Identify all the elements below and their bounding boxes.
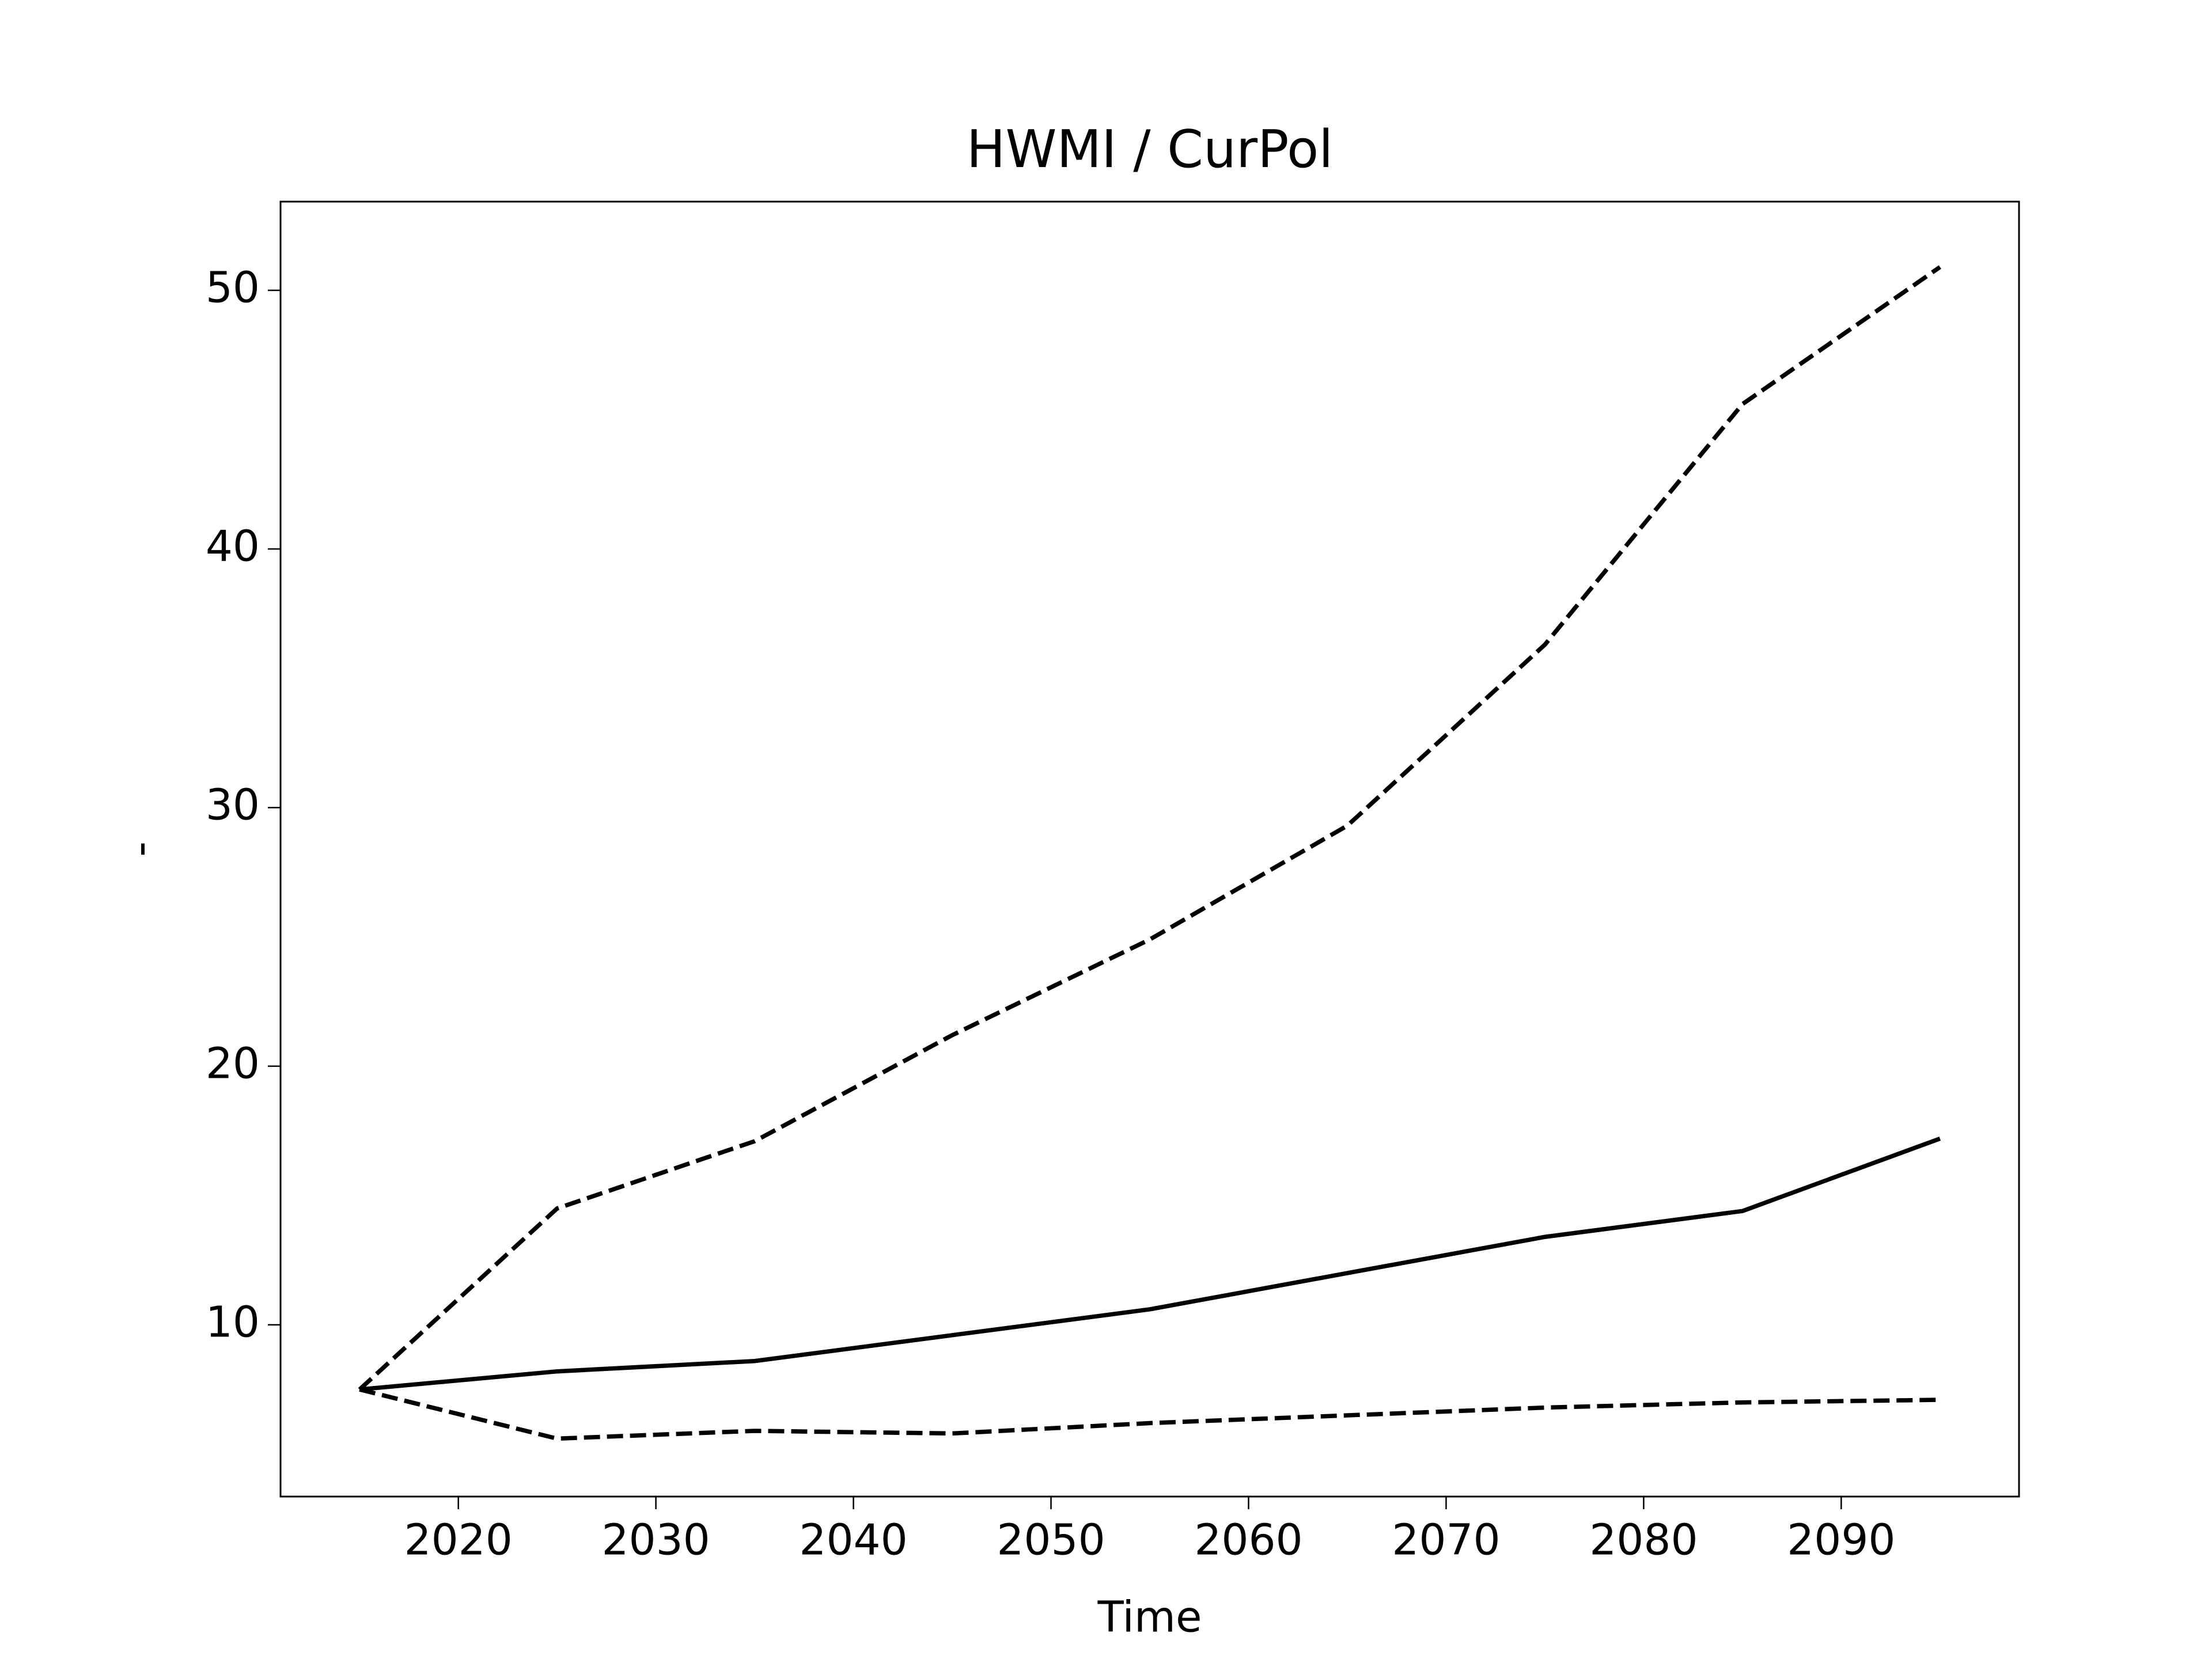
line-series xyxy=(359,1387,1940,1441)
x-tick-label: 2030 xyxy=(601,1516,710,1565)
line-series xyxy=(358,265,1941,1391)
y-tick-label: 30 xyxy=(206,780,260,830)
x-tick-label: 2070 xyxy=(1392,1516,1500,1565)
chart-title: HWMI / CurPol xyxy=(967,119,1333,180)
x-tick-label: 2090 xyxy=(1787,1516,1895,1565)
y-tick-label: 20 xyxy=(206,1039,260,1088)
x-tick-label: 2060 xyxy=(1194,1516,1302,1565)
x-tick-label: 2080 xyxy=(1589,1516,1698,1565)
y-tick-label: 40 xyxy=(206,521,260,571)
y-tick-label: 50 xyxy=(206,263,260,312)
y-axis-label: - xyxy=(116,842,165,857)
plot-frame xyxy=(279,200,2020,1498)
line-series xyxy=(359,1137,1941,1392)
y-tick-label: 10 xyxy=(206,1297,260,1347)
x-tick-label: 2050 xyxy=(997,1516,1105,1565)
x-tick-label: 2040 xyxy=(799,1516,907,1565)
x-axis-label: Time xyxy=(1097,1593,1202,1642)
x-tick-label: 2020 xyxy=(404,1516,512,1565)
